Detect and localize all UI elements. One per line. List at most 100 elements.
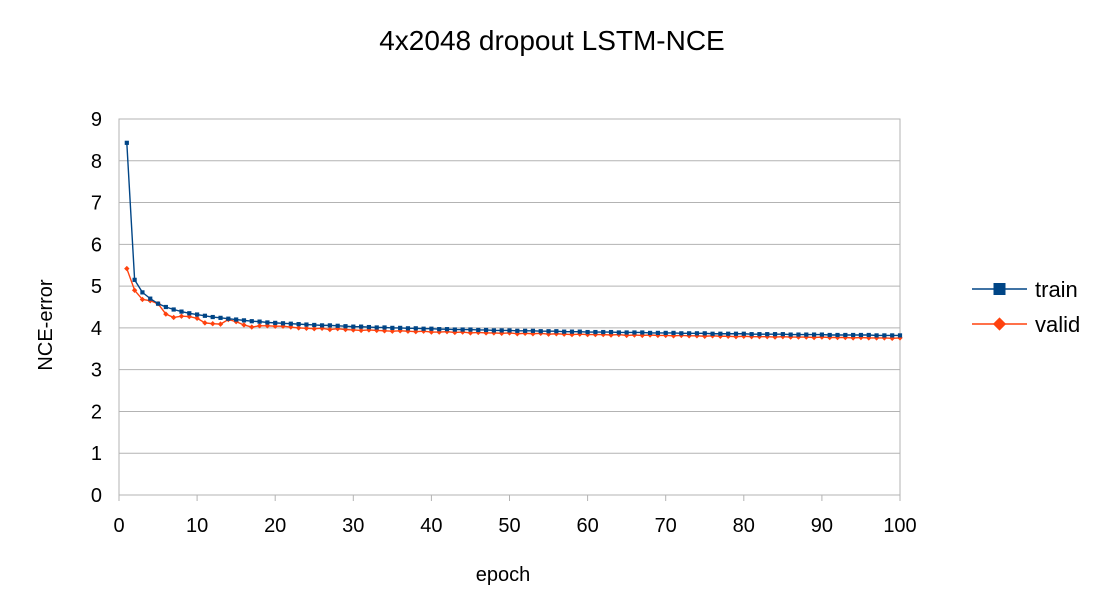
data-point-valid [530,331,536,337]
data-point-valid [545,331,552,337]
data-point-train [288,321,293,326]
data-point-train [312,322,317,328]
data-point-train [890,333,895,338]
data-point-train [218,315,223,320]
data-point-train [741,331,746,336]
data-point-valid [756,333,763,340]
data-point-valid [694,333,700,339]
data-point-train [733,331,739,336]
data-point-valid [131,287,138,293]
y-tick-label: 4 [91,318,102,340]
data-point-train [273,320,278,325]
data-point-train [843,332,848,338]
data-point-train [515,328,520,333]
data-point-train [405,326,411,331]
x-tick-label: 0 [113,515,124,537]
x-tick-label: 40 [420,515,442,537]
data-point-train [460,327,465,332]
y-tick-label: 5 [91,276,102,298]
series-line-train [126,142,900,337]
series-line-valid [126,268,901,340]
x-tick-label: 10 [186,515,208,537]
data-point-train [718,331,723,336]
data-point-train [507,328,512,333]
data-point-train [179,309,184,314]
data-point-valid [241,322,247,328]
data-point-train [851,332,856,338]
data-point-train [351,324,356,329]
data-point-train [647,330,653,336]
data-point-train [499,328,504,333]
data-point-valid [725,333,731,339]
data-point-train [366,324,372,330]
data-point-train [304,322,309,327]
data-point-train [796,332,801,337]
x-tick-label: 100 [883,515,916,537]
y-tick-label: 2 [91,401,102,423]
data-point-train [296,322,301,327]
data-point-train [819,332,824,337]
data-point-train [710,331,715,336]
data-point-train [132,277,137,282]
data-point-train [640,330,645,335]
data-point-train [757,332,762,337]
data-point-valid [217,321,224,327]
data-point-train [577,329,582,334]
data-point-train [413,326,418,331]
data-point-train [241,318,247,323]
data-point-train [593,329,598,335]
y-tick-label: 9 [91,109,102,131]
data-point-train [765,332,770,337]
y-axis-title: NCE-error [35,279,57,370]
data-point-train [585,329,590,335]
y-tick-label: 0 [91,485,102,507]
data-point-train [702,331,707,336]
data-point-valid [741,333,747,339]
data-point-train [663,330,668,336]
data-point-train [679,331,684,336]
data-point-train [788,332,793,337]
data-point-train [234,317,239,322]
data-point-train [772,332,778,337]
data-point-valid [295,325,302,331]
data-point-valid [139,296,146,303]
data-point-train [327,323,332,328]
data-point-train [476,327,481,333]
y-tick-label: 1 [91,443,102,465]
legend-marker-train [993,283,1006,295]
data-point-train [616,330,621,335]
x-axis-title: epoch [476,564,531,586]
data-point-train [382,325,387,330]
x-tick-label: 50 [498,515,520,537]
data-point-train [398,325,403,330]
chart-title: 4x2048 dropout LSTM-NCE [379,25,725,56]
y-axis-tick-labels: 0 1 2 3 4 5 6 7 8 9 [91,109,102,507]
data-point-valid [210,321,216,327]
data-point-train [523,328,528,333]
data-point-valid [889,335,895,342]
data-point-train [359,324,364,329]
data-point-train [444,327,450,332]
data-point-train [374,325,379,330]
data-point-train [858,332,864,338]
data-point-train [569,329,575,334]
data-point-train [202,313,208,318]
data-point-valid [124,265,130,272]
data-point-train [562,329,567,334]
data-point-valid [256,323,263,329]
data-point-train [804,332,809,337]
data-point-train [827,332,832,338]
data-point-valid [249,324,255,330]
data-point-train [148,296,153,301]
data-point-valid [873,335,880,341]
data-point-train [226,316,231,321]
data-point-train [343,324,348,329]
data-point-valid [202,320,208,326]
data-point-train [726,331,731,336]
data-point-train [655,330,660,336]
data-point-train [811,332,817,337]
data-point-train [601,329,606,335]
data-point-train [421,326,426,331]
data-point-train [171,307,176,312]
